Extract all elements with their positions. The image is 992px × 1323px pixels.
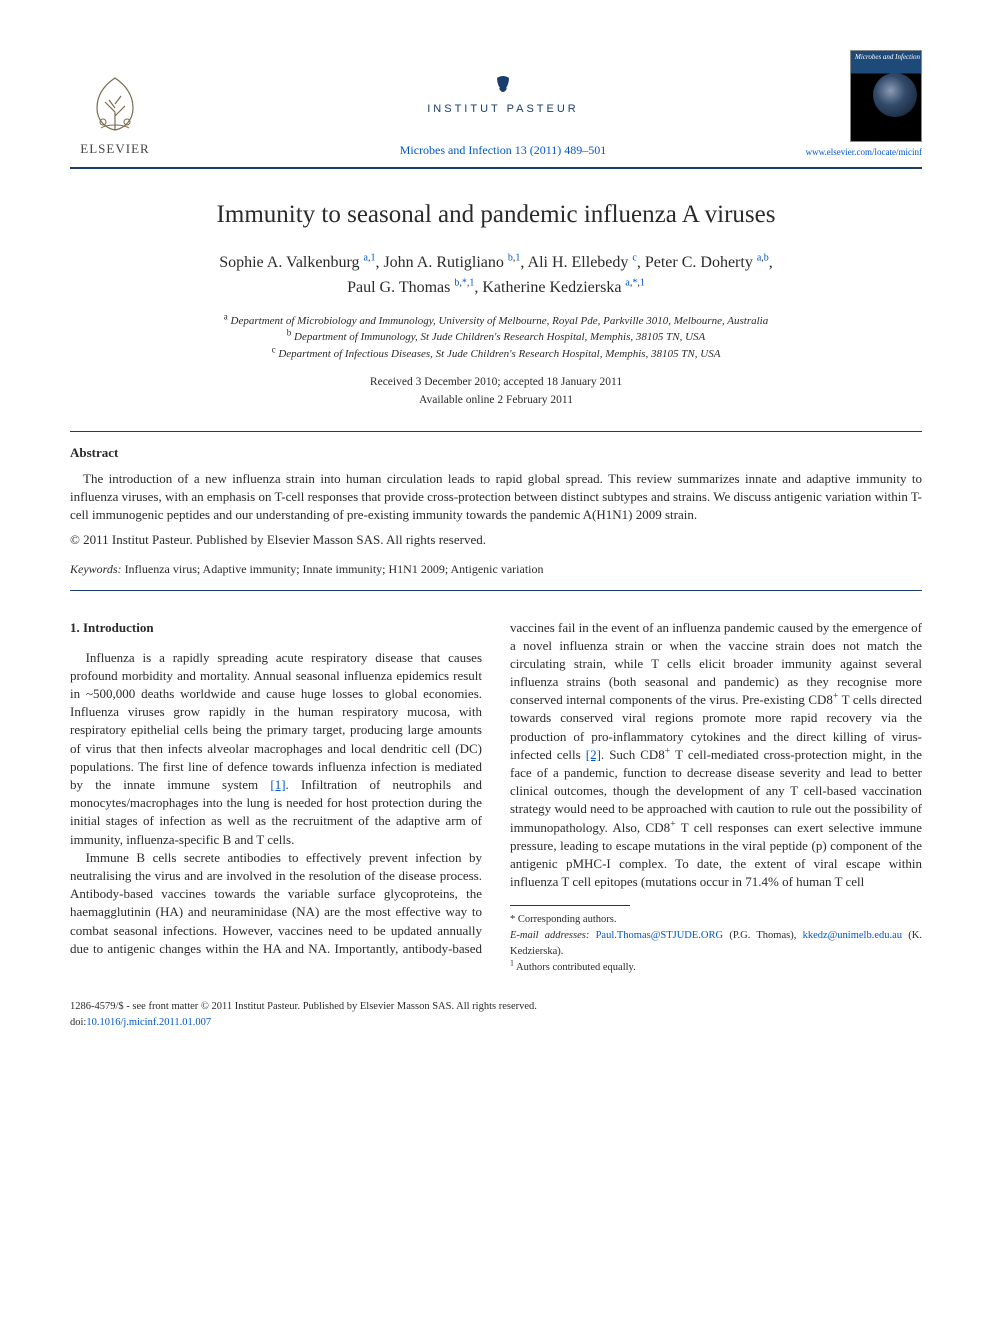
body-columns: 1. Introduction Influenza is a rapidly s… [70,619,922,976]
equal-contrib-link[interactable]: 1 [515,252,520,263]
affil-link-c[interactable]: c [632,252,636,263]
affiliation-a: a Department of Microbiology and Immunol… [70,313,922,330]
abstract-rule-top [70,431,922,432]
equal-contrib-link[interactable]: 1 [640,278,645,289]
footnote-text: * Corresponding authors. [510,914,616,925]
abstract-copyright: © 2011 Institut Pasteur. Published by El… [70,531,922,549]
email-label: E-mail addresses: [510,930,589,941]
affil-link-a[interactable]: a [757,252,761,263]
reference-link-1[interactable]: [1] [270,777,285,792]
equal-contrib-link[interactable]: 1 [469,278,474,289]
affil-marker: a [224,311,228,321]
affil-text: Department of Immunology, St Jude Childr… [294,331,705,343]
header-row: ELSEVIER INSTITUT PASTEUR Microbes and I… [70,50,922,159]
affiliation-c: c Department of Infectious Diseases, St … [70,346,922,363]
available-online: Available online 2 February 2011 [70,392,922,409]
received-accepted: Received 3 December 2010; accepted 18 Ja… [70,374,922,391]
affil-marker: b [287,328,292,338]
journal-citation[interactable]: Microbes and Infection 13 (2011) 489–501 [160,142,846,159]
email-person: (P.G. Thomas), [723,930,802,941]
keywords-line: Keywords: Influenza virus; Adaptive immu… [70,561,922,578]
abstract-rule-bottom [70,590,922,591]
email-addresses-note: E-mail addresses: Paul.Thomas@STJUDE.ORG… [510,928,922,960]
corresponding-link[interactable]: * [462,278,467,289]
reference-link-2[interactable]: [2] [586,747,601,762]
journal-cover-block: Microbes and Infection www.elsevier.com/… [846,50,922,159]
institut-block: INSTITUT PASTEUR Microbes and Infection … [160,74,846,158]
affil-text: Department of Microbiology and Immunolog… [231,315,769,327]
elsevier-tree-icon [83,72,147,136]
corresponding-link[interactable]: * [632,278,637,289]
keywords-text: Influenza virus; Adaptive immunity; Inna… [122,562,544,576]
pasteur-logo: INSTITUT PASTEUR [427,74,579,117]
affil-link-a[interactable]: a [364,252,368,263]
footnotes-block: * Corresponding authors. E-mail addresse… [510,912,922,975]
front-matter-line: 1286-4579/$ - see front matter © 2011 In… [70,999,922,1015]
pasteur-mark-icon [491,74,515,98]
email-link-kedzierska[interactable]: kkedz@unimelb.edu.au [803,930,902,941]
affil-link-a[interactable]: a [625,278,629,289]
equal-contrib-link[interactable]: 1 [370,252,375,263]
affiliation-b: b Department of Immunology, St Jude Chil… [70,329,922,346]
equal-contrib-note: 1 Authors contributed equally. [510,960,922,976]
affil-text: Department of Infectious Diseases, St Ju… [278,348,720,360]
intro-paragraph-1: Influenza is a rapidly spreading acute r… [70,649,482,849]
affiliations: a Department of Microbiology and Immunol… [70,313,922,363]
corresponding-authors-note: * Corresponding authors. [510,912,922,928]
affil-link-b[interactable]: b [508,252,513,263]
email-link-thomas[interactable]: Paul.Thomas@STJUDE.ORG [596,930,724,941]
abstract-heading: Abstract [70,444,922,462]
doi-line: doi:10.1016/j.micinf.2011.01.007 [70,1015,922,1031]
header-rule [70,167,922,169]
author-list: Sophie A. Valkenburg a,1, John A. Rutigl… [70,250,922,301]
article-page: ELSEVIER INSTITUT PASTEUR Microbes and I… [0,0,992,1061]
equal-marker: 1 [510,958,514,967]
article-title: Immunity to seasonal and pandemic influe… [70,197,922,232]
institut-name: INSTITUT PASTEUR [427,102,579,117]
section-1-heading: 1. Introduction [70,619,482,637]
body-text: Influenza is a rapidly spreading acute r… [70,650,482,792]
bottom-matter: 1286-4579/$ - see front matter © 2011 In… [70,999,922,1031]
journal-homepage-link[interactable]: www.elsevier.com/locate/micinf [806,146,922,159]
journal-cover-thumbnail[interactable]: Microbes and Infection [850,50,922,142]
footnote-rule [510,905,630,906]
elsevier-logo-block: ELSEVIER [70,72,160,158]
article-dates: Received 3 December 2010; accepted 18 Ja… [70,374,922,409]
body-text: . Such CD8 [601,747,665,762]
doi-link[interactable]: 10.1016/j.micinf.2011.01.007 [86,1017,211,1028]
affil-marker: c [272,344,276,354]
affil-link-b[interactable]: b [454,278,459,289]
keywords-label: Keywords: [70,562,122,576]
cover-art-icon [873,73,917,117]
footnote-text: Authors contributed equally. [516,962,636,973]
cover-title: Microbes and Infection [855,54,920,62]
affil-link-b[interactable]: b [764,252,769,263]
abstract-text: The introduction of a new influenza stra… [70,470,922,525]
elsevier-name: ELSEVIER [80,140,149,158]
doi-label: doi: [70,1017,86,1028]
